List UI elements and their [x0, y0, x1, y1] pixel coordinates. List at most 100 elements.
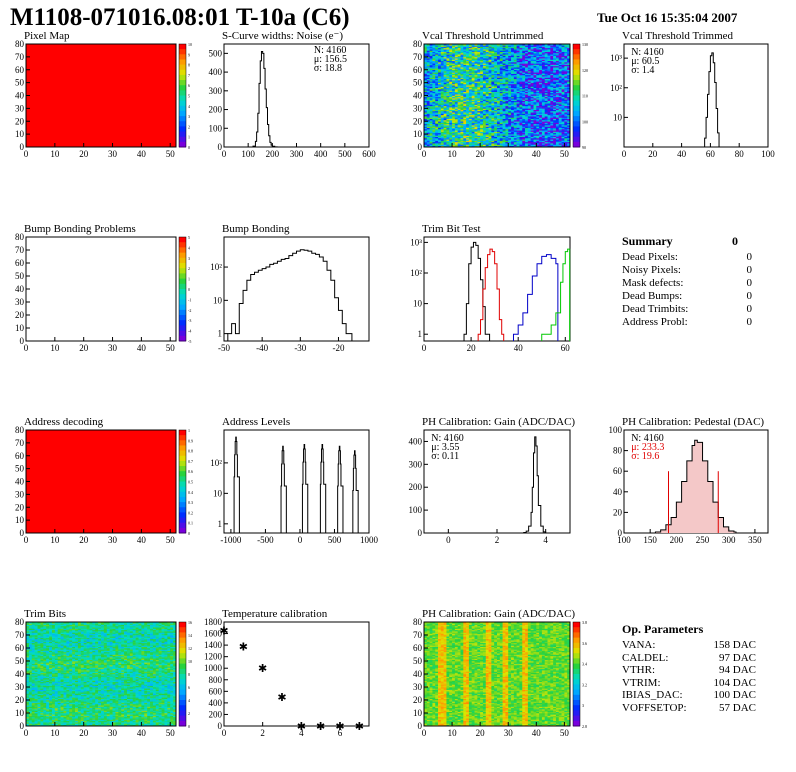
- heatmap-cell: [494, 53, 498, 55]
- heatmap-cell: [497, 114, 501, 117]
- heatmap-cell: [508, 109, 512, 112]
- heatmap-cell: [485, 99, 489, 101]
- heatmap-cell: [429, 44, 433, 46]
- heatmap-cell: [539, 60, 543, 63]
- heatmap-cell: [443, 78, 447, 81]
- heatmap-cell: [494, 85, 498, 87]
- heatmap-cell: [432, 76, 436, 78]
- heatmap-cell: [513, 64, 517, 67]
- heatmap-cell: [454, 62, 458, 64]
- heatmap-cell: [558, 64, 562, 67]
- heatmap-cell: [443, 91, 447, 94]
- heatmap-cell: [553, 51, 557, 54]
- heatmap-cell: [28, 701, 33, 703]
- heatmap-cell: [516, 136, 520, 139]
- heatmap-cell: [468, 137, 473, 140]
- heatmap-cell: [28, 666, 33, 668]
- heatmap-cell: [544, 45, 548, 47]
- heatmap-cell: [558, 101, 562, 104]
- heatmap-cell: [497, 54, 501, 56]
- heatmap-cell: [547, 121, 551, 123]
- heatmap-cell: [536, 94, 540, 96]
- heatmap-cell: [547, 128, 551, 131]
- heatmap-cell: [440, 47, 444, 50]
- heatmap-cell: [26, 681, 30, 684]
- heatmap-cell: [505, 134, 509, 136]
- heatmap-cell: [544, 136, 548, 139]
- heatmap-cell: [505, 73, 509, 76]
- heatmap-cell: [541, 123, 546, 126]
- heatmap-cell: [533, 68, 537, 71]
- heatmap-cell: [541, 126, 546, 128]
- x-tick-label: 0: [298, 535, 303, 545]
- heatmap-cell: [553, 54, 557, 56]
- heatmap-cell: [541, 103, 546, 105]
- heatmap-cell: [541, 119, 546, 122]
- heatmap-cell: [533, 96, 537, 99]
- heatmap-cell: [541, 109, 546, 112]
- heatmap-cell: [429, 136, 433, 139]
- heatmap-cell: [34, 713, 38, 715]
- heatmap-cell: [471, 60, 475, 63]
- y-tick-label: 80: [15, 232, 25, 242]
- heatmap-cell: [477, 51, 481, 54]
- heatmap-cell: [452, 125, 456, 127]
- heatmap-cell: [34, 690, 38, 693]
- heatmap-cell: [558, 80, 562, 82]
- plot-ph_pedestal: PH Calibration: Pedestal (DAC)100 150 200 2…: [609, 416, 769, 545]
- heatmap-cell: [443, 136, 447, 139]
- heatmap-cell: [446, 67, 450, 69]
- heatmap-cell: [485, 113, 489, 116]
- heatmap-cell: [449, 54, 453, 56]
- heatmap-cell: [488, 110, 492, 113]
- x-tick-label: 20: [467, 343, 477, 353]
- heatmap-cell: [463, 64, 467, 67]
- heatmap-cell: [26, 624, 30, 627]
- heatmap-cell: [519, 95, 523, 98]
- heatmap-cell: [494, 62, 498, 64]
- heatmap-cell: [429, 81, 433, 83]
- heatmap-cell: [491, 132, 495, 135]
- heatmap-cell: [435, 51, 439, 54]
- heatmap-cell: [558, 81, 562, 83]
- heatmap-cell: [449, 71, 453, 73]
- heatmap-cell: [429, 109, 433, 112]
- heatmap-cell: [519, 139, 523, 141]
- heatmap-cell: [466, 50, 470, 53]
- heatmap-cell: [511, 94, 515, 96]
- heatmap-cell: [454, 92, 458, 95]
- y-tick-label: 10²: [210, 262, 222, 272]
- heatmap-cell: [460, 96, 464, 99]
- heatmap-cells: [26, 44, 176, 147]
- heatmap-cell: [558, 86, 562, 89]
- heatmap-cell: [508, 125, 512, 127]
- heatmap-cell: [564, 107, 568, 109]
- heatmap-cell: [558, 127, 562, 130]
- heatmap-cell: [440, 137, 444, 140]
- heatmap-cell: [511, 54, 515, 56]
- heatmap-cell: [482, 112, 487, 114]
- heatmap-cell: [491, 68, 495, 71]
- heatmap-cell: [505, 143, 509, 145]
- heatmap-cell: [446, 118, 450, 121]
- x-tick-label: 0: [422, 149, 427, 159]
- heatmap-cell: [494, 51, 498, 54]
- heatmap-cell: [564, 114, 568, 117]
- heatmap-cell: [511, 47, 515, 50]
- heatmap-cell: [34, 646, 38, 649]
- heatmap-cell: [429, 68, 433, 71]
- y-tick-label: 50: [413, 78, 423, 88]
- y-tick-label: 100: [609, 425, 623, 435]
- heatmap-cell: [555, 81, 560, 83]
- heatmap-cell: [468, 81, 473, 83]
- heatmap-cell: [449, 55, 453, 58]
- heatmap-cell: [460, 46, 464, 49]
- heatmap-cell: [438, 65, 442, 68]
- heatmap-cell: [429, 143, 433, 145]
- heatmap-cell: [449, 100, 453, 103]
- heatmap-cell: [516, 58, 520, 60]
- heatmap-cell: [564, 136, 568, 139]
- heatmap-cell: [519, 50, 523, 53]
- heatmap-cell: [468, 77, 473, 80]
